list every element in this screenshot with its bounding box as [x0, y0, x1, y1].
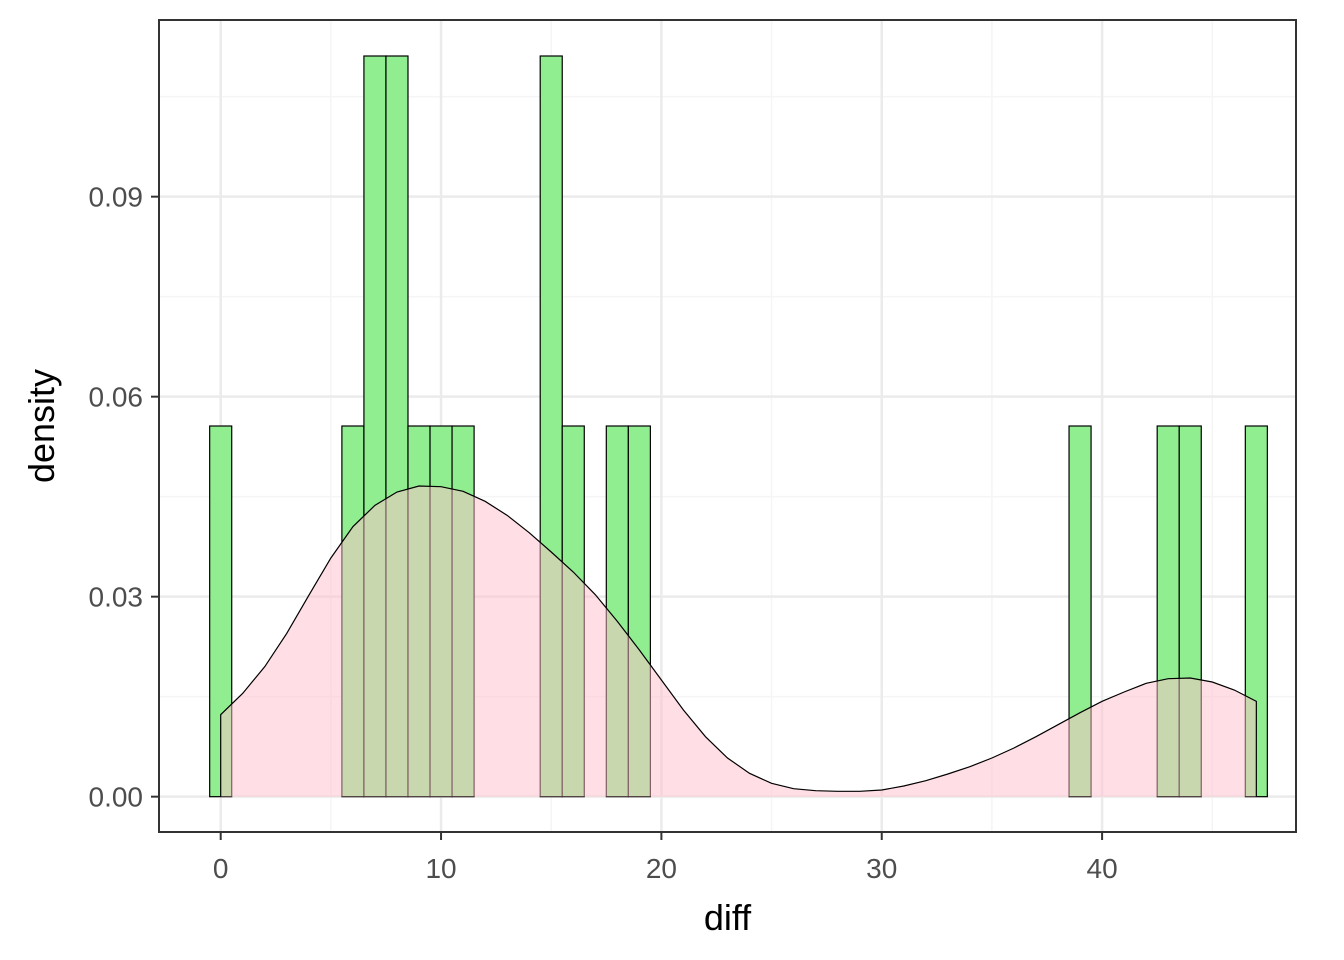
y-tick-label: 0.06 [89, 382, 144, 413]
y-tick-labels: 0.00 0.03 0.06 0.09 [89, 182, 144, 813]
y-tick-label: 0.03 [89, 582, 144, 613]
x-tick-label: 30 [866, 853, 897, 884]
panel-border [158, 19, 1297, 833]
axis-ticks [151, 195, 1104, 840]
x-tick-label: 0 [213, 853, 229, 884]
x-tick-label: 10 [425, 853, 456, 884]
x-tick-labels: 0 10 20 30 40 [213, 853, 1118, 884]
density-curve-group [220, 485, 1257, 797]
y-tick-label: 0.00 [89, 782, 144, 813]
y-tick-label: 0.09 [89, 182, 144, 213]
x-axis-title: diff [704, 897, 752, 938]
y-axis-title: density [21, 369, 62, 483]
x-tick-label: 20 [646, 853, 677, 884]
x-tick-label: 40 [1087, 853, 1118, 884]
density-curve [220, 485, 1257, 797]
density-area [220, 486, 1257, 797]
